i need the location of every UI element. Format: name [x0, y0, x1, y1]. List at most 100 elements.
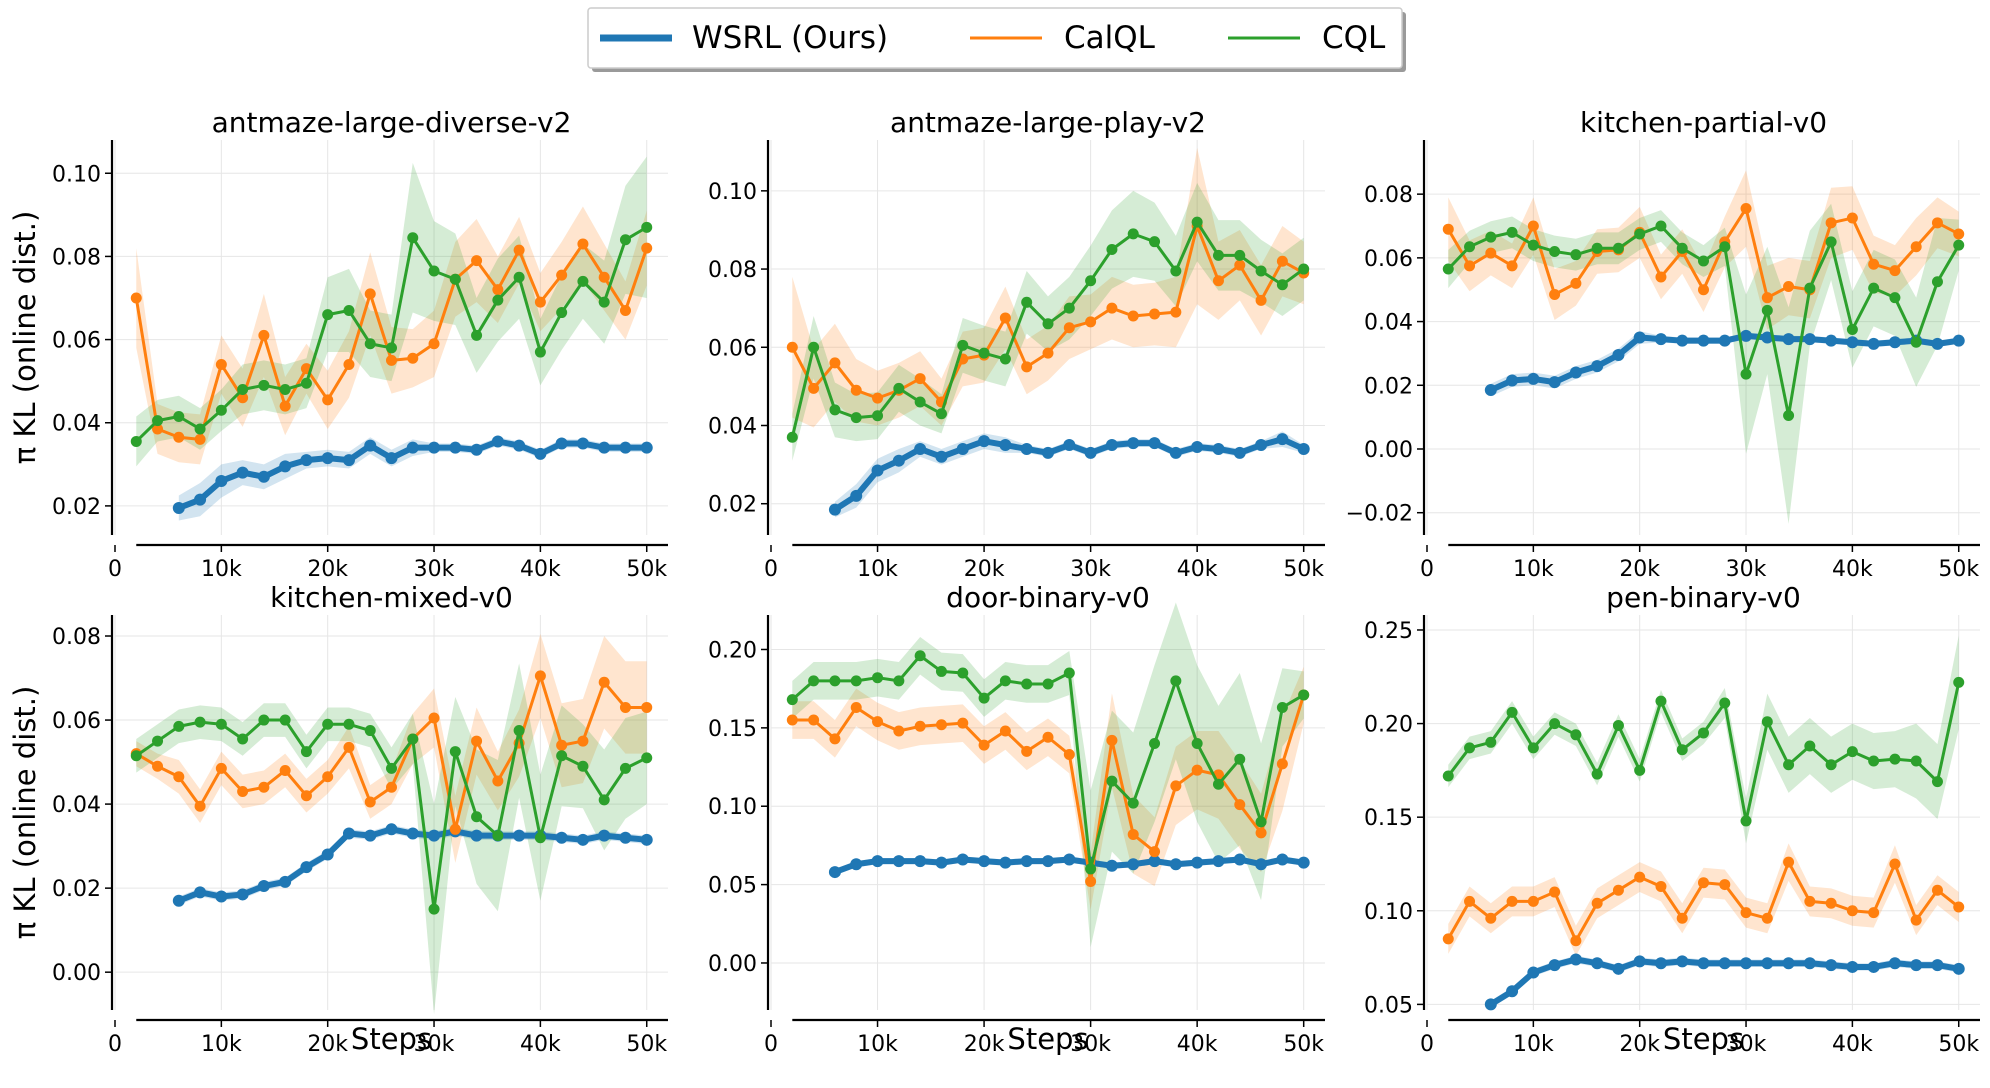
panel-3: 0.00 0.02 0.04 0.06 0.08 0 10k 20k 30k 40k 50k kitc… [8, 581, 668, 1057]
data-point [1889, 265, 1901, 277]
y-tick-label: 0.06 [52, 709, 101, 734]
data-point [1570, 729, 1582, 741]
data-point [1655, 220, 1667, 232]
data-point [1191, 441, 1204, 454]
data-point [1276, 758, 1288, 770]
data-point [1953, 228, 1965, 240]
band-1 [1448, 170, 1959, 330]
data-point [386, 781, 397, 793]
data-point [279, 714, 291, 726]
data-point [1740, 368, 1752, 380]
y-tick-label: 0.08 [52, 625, 101, 650]
data-point [598, 676, 610, 688]
data-point [1233, 446, 1246, 459]
panel-title: antmaze-large-play-v2 [890, 106, 1206, 139]
data-point [1804, 895, 1816, 907]
data-point [828, 503, 841, 516]
data-point [1570, 249, 1582, 261]
data-point [556, 307, 568, 319]
data-point [1149, 308, 1161, 320]
data-point [513, 829, 526, 842]
data-point [322, 718, 334, 730]
data-point [1442, 223, 1454, 235]
data-point [300, 454, 313, 467]
data-point [850, 489, 863, 502]
data-point [1825, 236, 1837, 248]
data-point [1867, 960, 1880, 973]
data-point [1697, 334, 1710, 347]
data-point [1276, 701, 1288, 713]
data-point [598, 296, 610, 308]
data-point [1042, 347, 1054, 359]
data-point [872, 410, 884, 422]
data-point [215, 474, 228, 487]
data-point [492, 775, 504, 787]
data-point [492, 830, 504, 842]
data-point [935, 450, 948, 463]
data-point [1506, 895, 1518, 907]
y-tick-label: 0.06 [708, 336, 757, 361]
x-tick-label: 30k [1726, 1032, 1767, 1057]
data-point [1127, 828, 1139, 840]
data-point [1931, 337, 1944, 350]
data-point [1931, 884, 1943, 896]
data-point [978, 692, 990, 704]
data-point [343, 304, 355, 316]
data-point [641, 752, 653, 764]
data-point [491, 435, 504, 448]
data-point [1549, 245, 1561, 257]
data-point [1569, 366, 1582, 379]
data-point [1148, 437, 1161, 450]
data-point [1297, 442, 1310, 455]
data-point [449, 273, 461, 285]
data-point [640, 441, 653, 454]
data-point [258, 379, 270, 391]
data-point [194, 433, 206, 445]
data-point [1485, 231, 1497, 243]
x-tick-label: 20k [964, 557, 1005, 582]
data-point [258, 781, 270, 793]
data-point [534, 346, 546, 358]
data-point [1804, 282, 1816, 294]
data-point [808, 382, 820, 394]
band-0 [178, 437, 647, 521]
data-point [1063, 439, 1076, 452]
data-point [258, 714, 270, 726]
data-point [1484, 998, 1497, 1011]
data-point [1170, 780, 1182, 792]
data-point [1718, 334, 1731, 347]
data-point [1697, 957, 1710, 970]
data-point [1931, 776, 1943, 788]
data-point [513, 725, 525, 737]
y-tick-label: 0.15 [708, 717, 757, 742]
y-tick-label: 0.04 [52, 412, 101, 437]
x-axis-label: Steps [351, 1022, 432, 1056]
data-point [492, 284, 504, 296]
data-point [598, 271, 610, 283]
x-tick-label: 40k [1832, 557, 1873, 582]
data-point [786, 341, 798, 353]
data-point [957, 339, 969, 351]
data-point [786, 431, 798, 443]
data-point [321, 848, 334, 861]
band-1 [136, 206, 647, 465]
data-point [1063, 322, 1075, 334]
data-point [534, 296, 546, 308]
data-point [1591, 360, 1604, 373]
data-point [300, 377, 312, 389]
data-point [808, 714, 820, 726]
data-point [641, 242, 653, 254]
data-point [534, 832, 546, 844]
data-point [449, 441, 462, 454]
data-point [279, 460, 292, 473]
band-2 [1448, 635, 1959, 844]
data-point [194, 800, 206, 812]
data-point [492, 294, 504, 306]
data-point [1634, 228, 1646, 240]
data-point [1783, 281, 1795, 293]
data-point [1127, 437, 1140, 450]
data-point [871, 855, 884, 868]
band-1 [1448, 843, 1959, 956]
data-point [343, 718, 355, 730]
